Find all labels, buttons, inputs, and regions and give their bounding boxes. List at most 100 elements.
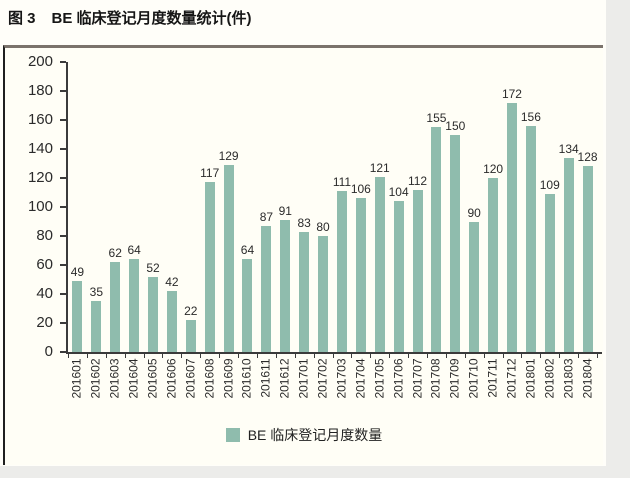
x-axis-category-label: 201606 xyxy=(164,358,179,399)
x-axis-category-label: 201610 xyxy=(239,358,254,399)
y-axis-tick xyxy=(60,322,66,324)
y-axis-tick xyxy=(60,351,66,353)
x-axis-tick xyxy=(408,354,410,358)
bar-value-label: 155 xyxy=(426,111,447,126)
bar xyxy=(525,125,536,352)
y-axis-tick-label: 140 xyxy=(27,140,53,157)
x-axis-category-label: 201804 xyxy=(580,358,595,399)
x-axis-tick xyxy=(256,354,258,358)
x-axis-category-label: 201603 xyxy=(107,358,122,399)
x-axis-category-label: 201707 xyxy=(410,358,425,399)
figure-caption: BE 临床登记月度数量统计(件) xyxy=(51,10,252,27)
x-axis-tick xyxy=(219,354,221,358)
x-axis-tick xyxy=(426,354,428,358)
bar xyxy=(336,191,347,352)
x-axis-category-label: 201608 xyxy=(202,358,217,399)
x-axis-tick xyxy=(502,354,504,358)
x-axis-category-label: 201708 xyxy=(428,358,443,399)
bar-value-label: 64 xyxy=(240,243,255,258)
y-axis-tick-label: 160 xyxy=(27,111,53,128)
x-axis-tick xyxy=(275,354,277,358)
y-axis-tick-label: 200 xyxy=(27,53,53,70)
bar xyxy=(129,259,140,352)
x-axis-tick xyxy=(332,354,334,358)
bar-value-label: 106 xyxy=(350,182,371,197)
x-axis-category-label: 201609 xyxy=(221,358,236,399)
y-axis-tick xyxy=(60,177,66,179)
bar xyxy=(355,198,366,352)
bar xyxy=(242,259,253,352)
y-axis-tick-label: 180 xyxy=(27,82,53,99)
x-axis-tick xyxy=(238,354,240,358)
x-axis-tick xyxy=(200,354,202,358)
x-axis-category-label: 201712 xyxy=(504,358,519,399)
x-axis-category-label: 201602 xyxy=(88,358,103,399)
bar xyxy=(469,221,480,352)
bar xyxy=(185,320,196,352)
bar xyxy=(582,166,593,352)
x-axis-category-label: 201705 xyxy=(372,358,387,399)
x-axis-category-label: 201605 xyxy=(145,358,160,399)
bar-value-label: 52 xyxy=(146,260,160,275)
bar-value-label: 117 xyxy=(200,166,220,181)
x-axis-tick xyxy=(578,354,580,358)
bar-value-label: 42 xyxy=(165,275,179,290)
bar-value-label: 112 xyxy=(407,173,428,188)
x-axis-category-label: 201702 xyxy=(315,358,330,399)
y-axis-tick xyxy=(60,61,66,63)
bar xyxy=(544,193,555,352)
bar-value-label: 90 xyxy=(467,205,481,220)
y-axis-tick-label: 0 xyxy=(44,343,53,360)
x-axis-category-label: 201607 xyxy=(183,358,198,399)
bar-value-label: 156 xyxy=(520,109,541,124)
bar-value-label: 80 xyxy=(316,220,330,234)
x-axis-tick xyxy=(389,354,391,358)
bar-value-label: 111 xyxy=(332,175,352,190)
bar xyxy=(506,102,517,352)
legend-label: BE 临床登记月度数量 xyxy=(247,427,383,443)
x-axis-category-label: 201611 xyxy=(258,358,273,398)
bar xyxy=(450,134,461,352)
chart-legend: BE 临床登记月度数量 xyxy=(5,426,603,444)
x-axis-category-label: 201709 xyxy=(447,358,462,399)
figure-title: 图 3 BE 临床登记月度数量统计(件) xyxy=(8,7,252,28)
bar-value-label: 35 xyxy=(89,285,103,300)
bar-value-label: 62 xyxy=(108,246,122,261)
x-axis-category-label: 201612 xyxy=(277,358,292,399)
y-axis-tick-label: 100 xyxy=(27,198,53,215)
y-axis-tick xyxy=(60,293,66,295)
bar xyxy=(431,127,442,352)
bar-value-label: 109 xyxy=(539,177,560,192)
x-axis-tick xyxy=(181,354,183,358)
x-axis-tick xyxy=(483,354,485,358)
legend-color-swatch xyxy=(225,428,240,442)
x-axis-tick xyxy=(143,354,145,358)
x-axis-category-label: 201703 xyxy=(334,358,349,399)
bar-value-label: 129 xyxy=(218,148,239,163)
y-axis-tick-label: 80 xyxy=(36,227,53,244)
x-axis-tick xyxy=(540,354,542,358)
x-axis-tick xyxy=(313,354,315,358)
bar-value-label: 83 xyxy=(297,215,311,230)
y-axis-tick-label: 120 xyxy=(27,169,53,186)
bar-value-label: 172 xyxy=(501,86,522,101)
bar-value-label: 121 xyxy=(369,160,390,175)
bar-value-label: 150 xyxy=(445,118,466,133)
bar xyxy=(91,301,102,352)
bar-value-label: 91 xyxy=(278,204,292,219)
x-axis-tick xyxy=(351,354,353,358)
x-axis-tick xyxy=(521,354,523,358)
x-axis-tick xyxy=(162,354,164,358)
bar xyxy=(318,236,329,352)
y-axis-tick-label: 20 xyxy=(36,314,53,331)
x-axis-line xyxy=(66,352,602,354)
bar xyxy=(280,220,291,352)
bar-value-label: 64 xyxy=(127,243,141,258)
bar xyxy=(261,225,272,352)
y-axis-tick-label: 40 xyxy=(36,285,53,302)
bar xyxy=(148,276,159,352)
x-axis-tick xyxy=(105,354,107,358)
bar-value-label: 104 xyxy=(388,185,409,200)
bar xyxy=(412,189,423,352)
x-axis-category-label: 201604 xyxy=(126,358,141,399)
